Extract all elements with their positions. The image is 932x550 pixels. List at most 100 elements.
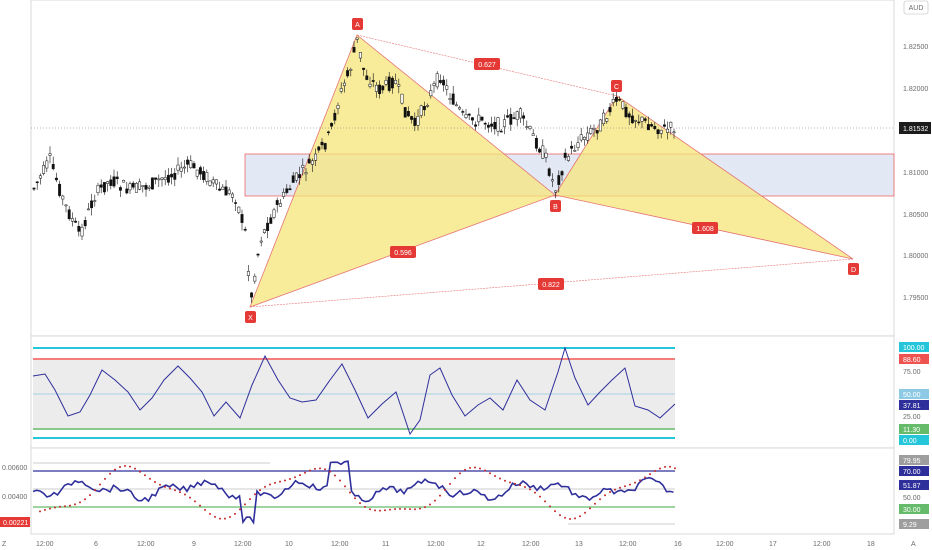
- candle-body: [166, 174, 170, 183]
- point-label-a-text: A: [355, 22, 360, 29]
- time-axis-corner-left[interactable]: Z: [2, 541, 7, 548]
- osc2-dot: [164, 485, 166, 488]
- osc2-dot: [624, 485, 626, 488]
- candle-body: [653, 126, 657, 130]
- point-label-d-text: D: [851, 267, 856, 274]
- candle-body: [490, 123, 494, 127]
- time-label: 6: [94, 541, 98, 548]
- time-label: 18: [867, 541, 875, 548]
- osc1-label: 100.00: [903, 345, 925, 352]
- ratio-label-xad[interactable]: 0.822: [538, 278, 564, 290]
- candle-body: [93, 200, 97, 202]
- currency-badge[interactable]: [903, 0, 929, 15]
- candle-body: [125, 188, 129, 194]
- time-label: 12: [477, 541, 485, 548]
- point-label-d[interactable]: D: [848, 263, 859, 275]
- osc2-dot: [559, 514, 561, 517]
- candle-body: [454, 104, 458, 107]
- point-label-b[interactable]: B: [550, 200, 561, 212]
- candlestick-series: [32, 37, 676, 303]
- point-label-c[interactable]: C: [611, 80, 622, 92]
- osc2-dot: [349, 491, 351, 494]
- osc2-dot: [184, 493, 186, 496]
- candle-body: [179, 167, 183, 172]
- candle-body: [310, 160, 314, 165]
- osc2-dot: [254, 493, 256, 496]
- candle-body: [211, 179, 215, 184]
- osc2-left-label: 0.00400: [2, 494, 27, 501]
- candle-body: [246, 271, 250, 276]
- oscillator-pane-2[interactable]: [30, 447, 895, 535]
- osc2-dot: [264, 485, 266, 488]
- osc1-axis: 100.00 88.60 75.00 50.00 37.81 25.00 11.…: [899, 342, 929, 445]
- time-axis-corner-right[interactable]: A: [911, 541, 916, 548]
- osc2-dot: [124, 465, 126, 468]
- candle-body: [86, 208, 90, 211]
- candle-body: [413, 117, 417, 126]
- time-label: 12:00: [813, 541, 831, 548]
- osc1-line[interactable]: [32, 346, 676, 436]
- osc2-dot: [214, 515, 216, 518]
- osc2-dot: [54, 506, 56, 509]
- ratio-label-bcd[interactable]: 1.608: [692, 222, 718, 234]
- osc2-dot: [614, 488, 616, 491]
- osc2-dot: [69, 504, 71, 507]
- candle-body: [659, 129, 663, 134]
- point-label-x[interactable]: X: [245, 311, 256, 323]
- candle-body: [352, 47, 356, 53]
- ratio-label-xab[interactable]: 0.596: [390, 246, 416, 258]
- osc2-dot: [309, 469, 311, 472]
- osc2-line[interactable]: [32, 460, 674, 525]
- time-label: 12:00: [36, 541, 54, 548]
- osc2-dot: [669, 465, 671, 468]
- price-axis[interactable]: AUD 1.82500 1.82000 1.81000 1.80500 1.80…: [899, 0, 931, 302]
- point-label-a[interactable]: A: [352, 18, 363, 30]
- osc2-dot: [394, 508, 396, 511]
- current-price-label: 1.81532: [903, 126, 928, 133]
- osc2-dot: [584, 511, 586, 514]
- osc2-dot: [374, 509, 376, 512]
- osc1-label: 37.81: [903, 403, 921, 410]
- candle-body: [282, 192, 286, 197]
- candle-body: [419, 105, 423, 116]
- candle-body: [474, 124, 478, 127]
- candle-body: [509, 114, 513, 125]
- time-axis[interactable]: Z 12:00 6 12:00 9 12:00 10 12:00 11 12:0…: [2, 541, 916, 548]
- osc2-dot: [384, 509, 386, 512]
- osc2-dot: [439, 494, 441, 497]
- candle-body: [234, 202, 238, 204]
- candle-body: [147, 186, 151, 189]
- candle-body: [141, 185, 145, 187]
- candle-body: [592, 127, 596, 130]
- osc2-dot: [49, 507, 51, 510]
- candle-body: [160, 177, 164, 180]
- candle-body: [112, 176, 116, 187]
- candle-body: [442, 79, 446, 86]
- candle-body: [554, 190, 558, 193]
- candle-body: [422, 106, 426, 111]
- osc2-dot: [74, 503, 76, 506]
- osc2-dot: [414, 508, 416, 511]
- osc2-dot: [154, 481, 156, 484]
- candle-body: [486, 124, 490, 128]
- price-label: 1.81000: [903, 170, 928, 177]
- price-label: 1.80500: [903, 212, 928, 219]
- osc2-dot: [244, 503, 246, 506]
- candle-body: [483, 122, 487, 125]
- candle-body: [288, 188, 292, 191]
- candle-body: [410, 116, 414, 120]
- candle-body: [253, 275, 257, 282]
- candle-body: [163, 177, 167, 180]
- osc1-badge-0: [899, 435, 929, 445]
- ratio-label-abc[interactable]: 0.627: [474, 58, 500, 70]
- candle-body: [99, 184, 103, 188]
- candle-body: [205, 172, 209, 182]
- osc2-dot: [129, 465, 131, 468]
- osc2-dot: [634, 481, 636, 484]
- osc2-dot: [444, 488, 446, 491]
- osc2-dot: [664, 465, 666, 468]
- candle-body: [381, 85, 385, 91]
- time-label: 17: [769, 541, 777, 548]
- osc2-right-label: 79.95: [903, 458, 921, 465]
